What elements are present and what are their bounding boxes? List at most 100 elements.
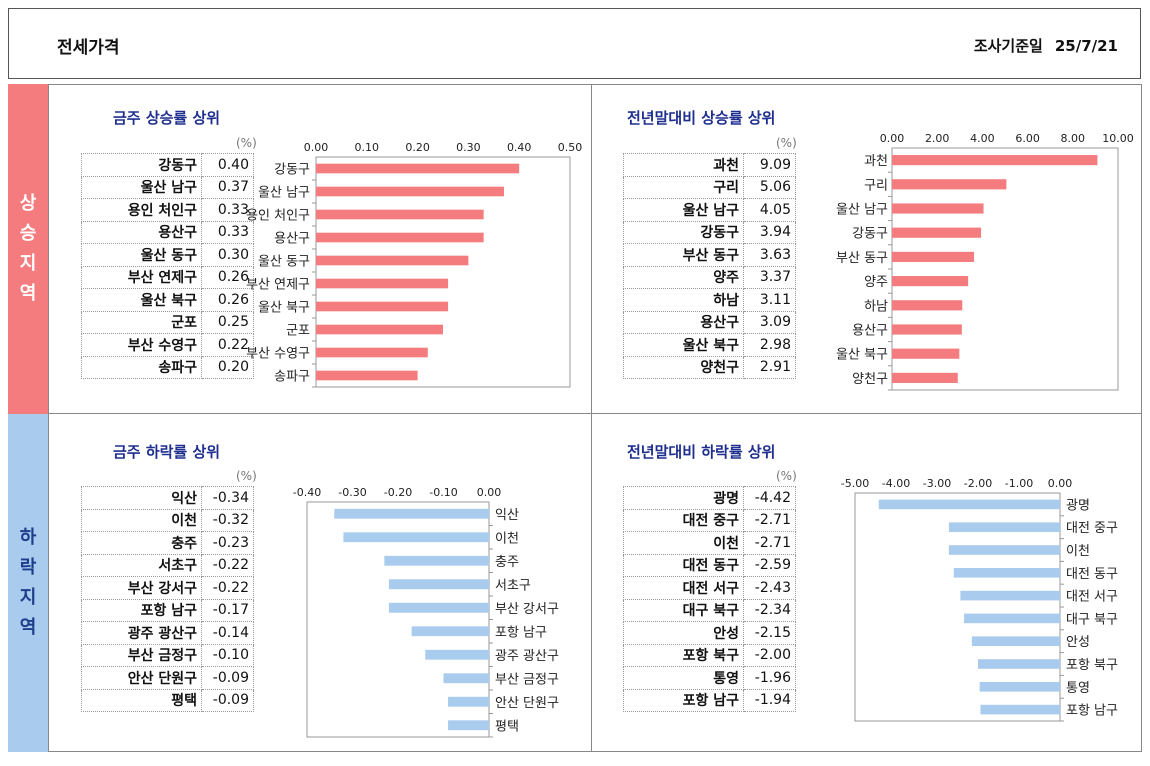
bar xyxy=(388,579,489,590)
rate-value: 0.26 xyxy=(201,265,254,289)
table-row: 대구 북구 -2.34 xyxy=(623,598,796,622)
rising-label-char: 지 xyxy=(19,253,37,274)
region-name: 대전 서구 xyxy=(623,576,744,600)
region-name: 포항 북구 xyxy=(623,643,744,667)
bar xyxy=(979,682,1060,692)
bar xyxy=(978,659,1060,669)
bar xyxy=(878,499,1060,510)
region-name: 서초구 xyxy=(81,553,202,577)
table-row: 부산 수영구 0.22 xyxy=(81,333,254,357)
region-name: 양주 xyxy=(623,265,744,289)
bar xyxy=(316,301,449,312)
table-row: 용산구 3.09 xyxy=(623,310,796,334)
table-row: 서초구 -0.22 xyxy=(81,553,254,577)
table-row: 포항 북구 -2.00 xyxy=(623,643,796,667)
axis-tick-label: -0.10 xyxy=(429,486,457,499)
falling-label-char: 역 xyxy=(19,617,37,638)
region-name: 익산 xyxy=(81,486,202,510)
table-row: 부산 금정구 -0.10 xyxy=(81,643,254,667)
rate-value: 0.33 xyxy=(201,198,254,222)
region-name: 광명 xyxy=(623,486,744,510)
category-label: 통영 xyxy=(1066,681,1090,696)
axis-tick-label: 8.00 xyxy=(1061,132,1086,145)
table-row: 통영 -1.96 xyxy=(623,666,796,690)
table-row: 이천 -2.71 xyxy=(623,531,796,555)
bar xyxy=(892,203,984,214)
survey-date-value: 25/7/21 xyxy=(1054,37,1118,55)
rising-label-char: 승 xyxy=(19,223,37,244)
axis-tick-label: -2.00 xyxy=(964,477,992,490)
table-row: 평택 -0.09 xyxy=(81,688,254,712)
category-label: 부산 강서구 xyxy=(495,602,559,617)
category-label: 군포 xyxy=(286,324,310,339)
category-label: 구리 xyxy=(864,178,888,193)
axis-tick-label: -1.00 xyxy=(1005,477,1033,490)
region-name: 울산 남구 xyxy=(81,175,202,199)
axis-tick-label: -4.00 xyxy=(882,477,910,490)
axis-tick-label: 10.00 xyxy=(1102,132,1134,145)
category-label: 포항 남구 xyxy=(1066,704,1118,719)
axis-tick-label: 0.00 xyxy=(1048,477,1073,490)
rate-value: 5.06 xyxy=(743,175,796,199)
table-row: 울산 동구 0.30 xyxy=(81,243,254,267)
rate-value: -2.71 xyxy=(743,531,796,555)
category-label: 이천 xyxy=(495,531,519,546)
category-label: 울산 남구 xyxy=(258,186,310,201)
region-name: 평택 xyxy=(81,688,202,712)
axis-tick-label: 0.30 xyxy=(456,141,481,154)
bar xyxy=(448,720,489,731)
table-row: 대전 중구 -2.71 xyxy=(623,508,796,532)
category-label: 울산 동구 xyxy=(258,255,310,270)
region-name: 과천 xyxy=(623,153,744,177)
rising-label-char: 상 xyxy=(19,193,37,214)
rate-value: 3.11 xyxy=(743,288,796,312)
week-down-unit: (%) xyxy=(236,469,257,483)
table-row: 부산 연제구 0.26 xyxy=(81,265,254,289)
rate-value: 3.09 xyxy=(743,310,796,334)
falling-label-char: 락 xyxy=(19,557,37,578)
week-down-rank-table: 익산 -0.34 이천 -0.32 충주 -0.23 서초구 -0.22 부산 강서구 -0.22… xyxy=(81,486,254,712)
bar xyxy=(334,508,489,519)
week-up-unit: (%) xyxy=(236,136,257,150)
bar xyxy=(384,555,489,566)
bar xyxy=(443,673,489,684)
bar xyxy=(425,649,489,660)
rate-value: 0.37 xyxy=(201,175,254,199)
axis-tick-label: -0.20 xyxy=(384,486,412,499)
falling-label-char: 지 xyxy=(19,587,37,608)
category-label: 대전 동구 xyxy=(1066,567,1118,582)
rate-value: 2.91 xyxy=(743,355,796,379)
table-row: 부산 동구 3.63 xyxy=(623,243,796,267)
table-row: 양주 3.37 xyxy=(623,265,796,289)
category-label: 용인 처인구 xyxy=(246,209,310,224)
region-name: 송파구 xyxy=(81,355,202,379)
bar xyxy=(953,568,1060,578)
region-name: 울산 북구 xyxy=(623,333,744,357)
rate-value: -0.17 xyxy=(201,598,254,622)
bar xyxy=(971,636,1060,646)
rate-value: -1.96 xyxy=(743,666,796,690)
table-row: 안성 -2.15 xyxy=(623,621,796,645)
category-label: 서초구 xyxy=(495,578,531,593)
region-name: 양천구 xyxy=(623,355,744,379)
table-row: 양천구 2.91 xyxy=(623,355,796,379)
region-name: 강동구 xyxy=(81,153,202,177)
table-row: 과천 9.09 xyxy=(623,153,796,177)
category-label: 안성 xyxy=(1066,635,1090,650)
table-row: 안산 단원구 -0.09 xyxy=(81,666,254,690)
table-row: 하남 3.11 xyxy=(623,288,796,312)
region-name: 대전 동구 xyxy=(623,553,744,577)
panel-frame xyxy=(48,84,1142,752)
bar xyxy=(388,602,489,613)
bar xyxy=(892,348,960,359)
category-label: 강동구 xyxy=(274,163,310,178)
category-label: 부산 연제구 xyxy=(246,278,310,293)
bar xyxy=(316,347,428,358)
rate-value: 0.30 xyxy=(201,243,254,267)
rate-value: -2.71 xyxy=(743,508,796,532)
category-label: 이천 xyxy=(1066,544,1090,559)
region-name: 하남 xyxy=(623,288,744,312)
region-name: 구리 xyxy=(623,175,744,199)
week-up-rank-table: 강동구 0.40 울산 남구 0.37 용인 처인구 0.33 용산구 0.33 울산 동구 0.… xyxy=(81,153,254,379)
